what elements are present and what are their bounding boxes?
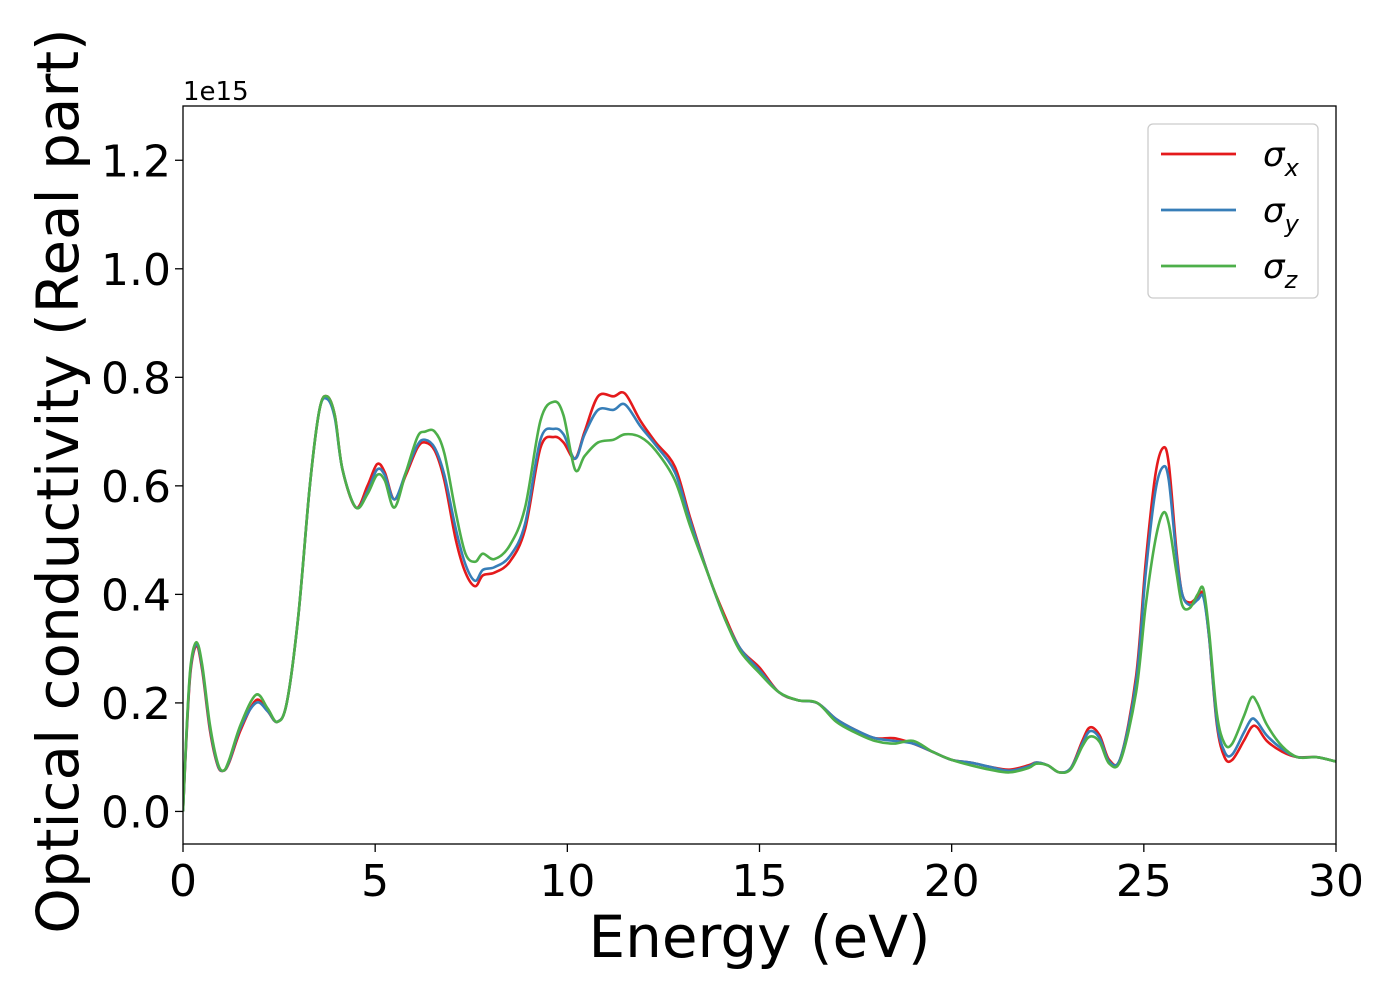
x-tick-label: 5 [361,856,389,907]
y-tick-label: 0.2 [101,679,171,730]
x-tick-label: 10 [539,856,595,907]
y-axis: 0.0 0.2 0.4 0.6 0.8 1.0 1.2 [101,136,183,838]
y-tick-label: 0.8 [101,353,171,404]
series-line-sigma-x [183,390,1336,812]
x-tick-label: 20 [924,856,980,907]
x-tick-label: 30 [1308,856,1364,907]
legend-label-sigma-z: σz [1263,247,1299,294]
y-tick-label: 1.2 [101,136,171,187]
y-tick-label: 1.0 [101,245,171,296]
y-tick-label: 0.6 [101,462,171,513]
y-tick-label: 0.0 [101,787,171,838]
x-tick-label: 25 [1116,856,1172,907]
x-axis-label: Energy (eV) [588,903,930,971]
series-layer [183,390,1336,812]
series-line-sigma-z [183,394,1336,812]
series-line-sigma-y [183,396,1336,812]
legend-label-sigma-y: σy [1263,191,1300,238]
x-tick-label: 0 [169,856,197,907]
y-axis-label: Optical conductivity (Real part) [24,28,92,933]
legend: σx σy σz [1147,123,1319,299]
x-axis: 0 5 10 15 20 25 30 [169,844,1364,907]
legend-label-sigma-x: σx [1263,135,1300,182]
y-tick-label: 0.4 [101,570,171,621]
x-tick-label: 15 [732,856,788,907]
y-offset-label: 1e15 [183,77,249,107]
